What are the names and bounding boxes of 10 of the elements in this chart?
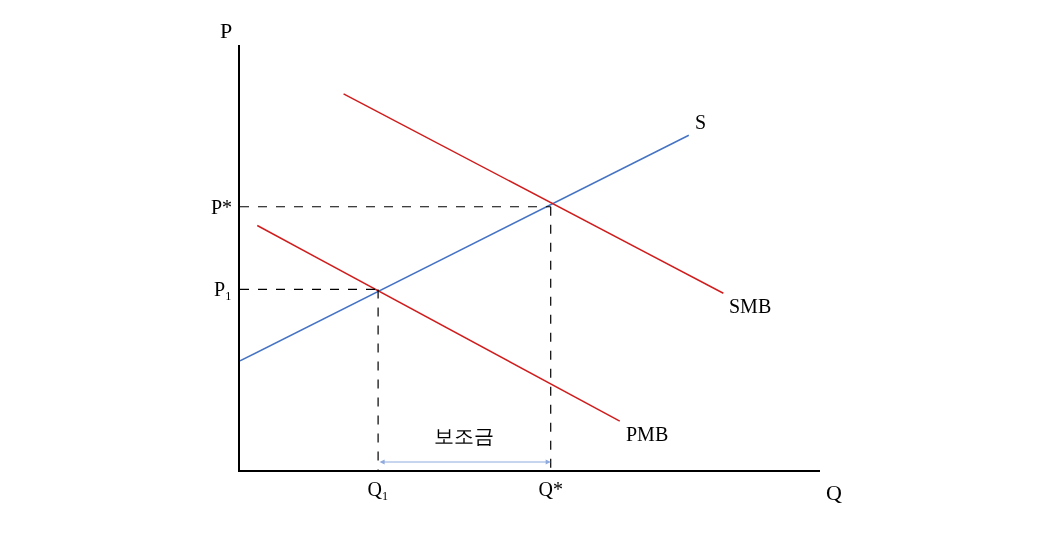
annotation: 보조금 <box>434 424 494 448</box>
series-label: P₁ <box>214 278 233 300</box>
series-label: PMB <box>626 423 669 445</box>
x-axis-title: Q <box>826 480 842 505</box>
x-tick-label: Q* <box>538 478 563 500</box>
y-axis-title: P <box>220 18 233 43</box>
series-label: P* <box>211 196 233 218</box>
x-tick-label: Q₁ <box>367 478 389 500</box>
series-label: S <box>695 111 707 133</box>
series-label: SMB <box>729 295 772 317</box>
